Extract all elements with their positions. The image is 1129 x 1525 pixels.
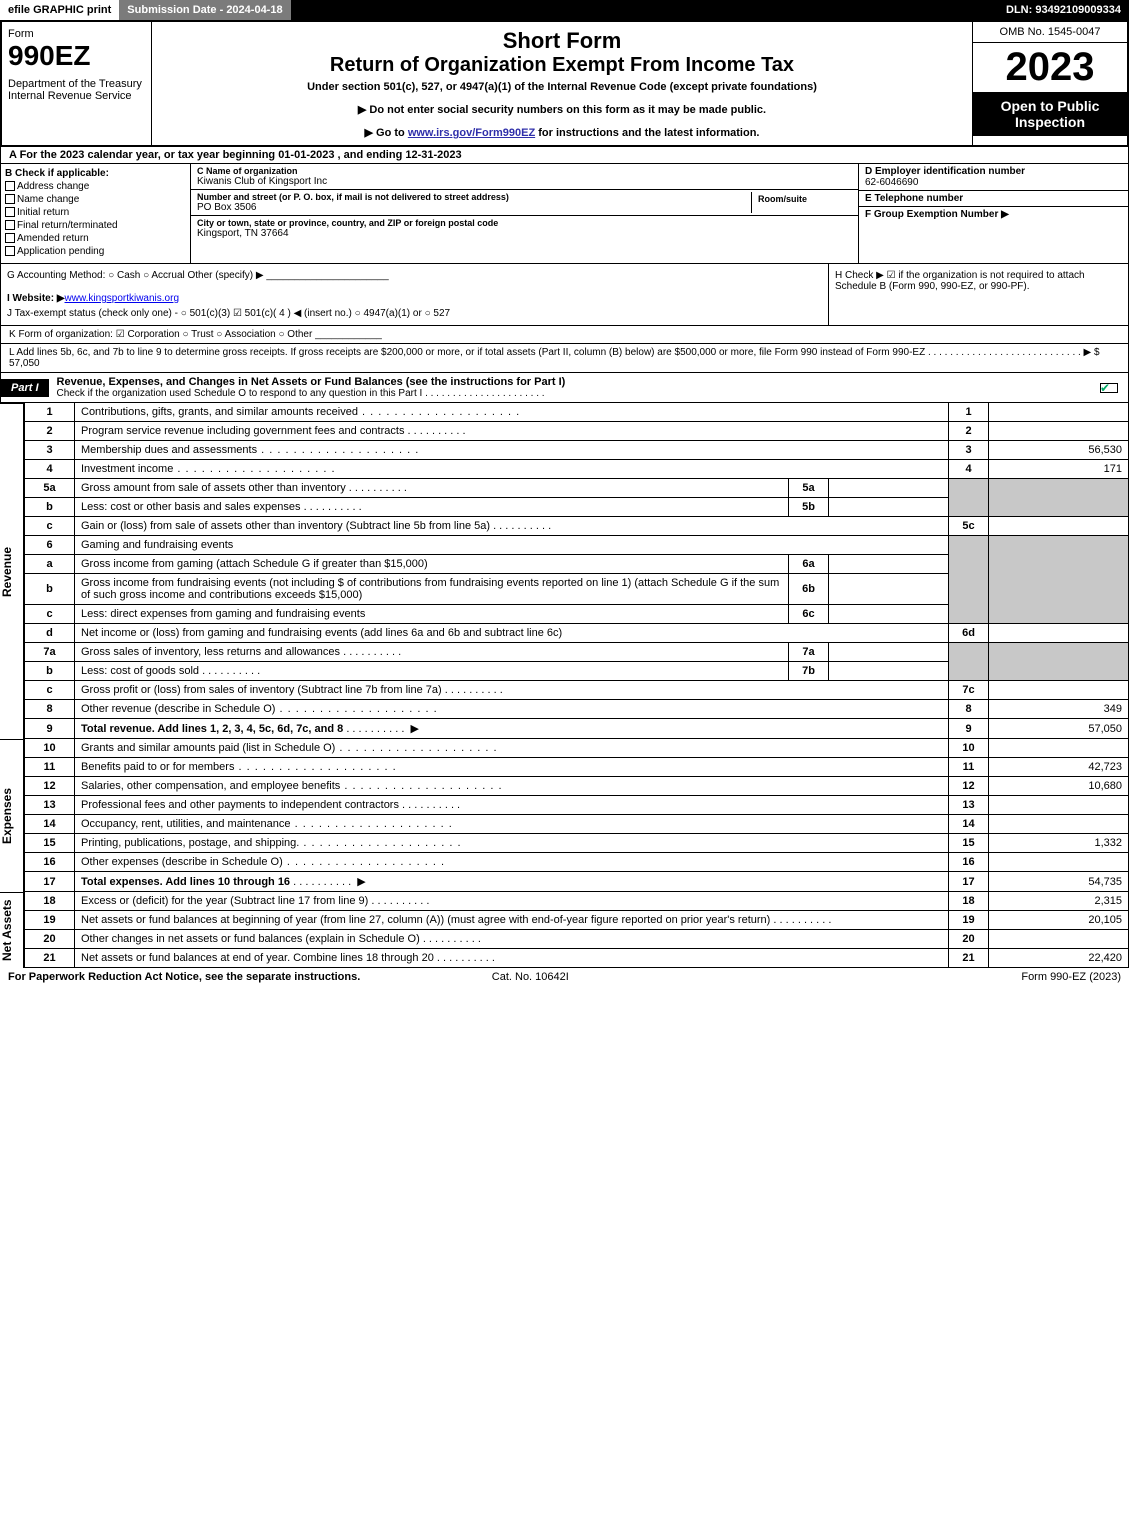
room-label: Room/suite bbox=[758, 194, 846, 204]
line-13: 13Professional fees and other payments t… bbox=[25, 796, 1129, 815]
website-link[interactable]: www.kingsportkiwanis.org bbox=[65, 293, 180, 304]
city-value: Kingsport, TN 37664 bbox=[197, 228, 852, 239]
line-14: 14Occupancy, rent, utilities, and mainte… bbox=[25, 815, 1129, 834]
line-18: 18Excess or (deficit) for the year (Subt… bbox=[25, 892, 1129, 911]
street-value: PO Box 3506 bbox=[197, 202, 751, 213]
line-21: 21Net assets or fund balances at end of … bbox=[25, 949, 1129, 968]
line-9: 9Total revenue. Add lines 1, 2, 3, 4, 5c… bbox=[25, 719, 1129, 739]
line-5a: 5aGross amount from sale of assets other… bbox=[25, 479, 1129, 498]
org-name: Kiwanis Club of Kingsport Inc bbox=[197, 176, 852, 187]
line-8: 8Other revenue (describe in Schedule O)8… bbox=[25, 700, 1129, 719]
chk-name-change[interactable]: Name change bbox=[5, 194, 186, 205]
dept-label: Department of the Treasury Internal Reve… bbox=[8, 78, 145, 102]
part-1-title: Revenue, Expenses, and Changes in Net As… bbox=[57, 376, 566, 388]
form-note-1: ▶ Do not enter social security numbers o… bbox=[158, 103, 966, 116]
netassets-label: Net Assets bbox=[0, 892, 24, 968]
row-g: G Accounting Method: ○ Cash ○ Accrual Ot… bbox=[7, 270, 822, 281]
form-title-1: Short Form bbox=[158, 28, 966, 54]
chk-application-pending[interactable]: Application pending bbox=[5, 246, 186, 257]
line-6d: dNet income or (loss) from gaming and fu… bbox=[25, 624, 1129, 643]
line-7c: cGross profit or (loss) from sales of in… bbox=[25, 681, 1129, 700]
line-17: 17Total expenses. Add lines 10 through 1… bbox=[25, 872, 1129, 892]
line-15: 15Printing, publications, postage, and s… bbox=[25, 834, 1129, 853]
ein-label: D Employer identification number bbox=[865, 166, 1122, 177]
line-12: 12Salaries, other compensation, and empl… bbox=[25, 777, 1129, 796]
chk-amended-return[interactable]: Amended return bbox=[5, 233, 186, 244]
revenue-table: 1Contributions, gifts, grants, and simil… bbox=[24, 403, 1129, 739]
row-j: J Tax-exempt status (check only one) - ○… bbox=[7, 308, 822, 319]
street-label: Number and street (or P. O. box, if mail… bbox=[197, 192, 751, 202]
dln: DLN: 93492109009334 bbox=[998, 0, 1129, 20]
box-def: D Employer identification number 62-6046… bbox=[858, 164, 1128, 263]
box-b-title: B Check if applicable: bbox=[5, 168, 186, 179]
row-l: L Add lines 5b, 6c, and 7b to line 9 to … bbox=[0, 344, 1129, 373]
form-number: 990EZ bbox=[8, 40, 145, 72]
line-7a: 7aGross sales of inventory, less returns… bbox=[25, 643, 1129, 662]
submission-date: Submission Date - 2024-04-18 bbox=[119, 0, 290, 20]
form-title-2: Return of Organization Exempt From Incom… bbox=[158, 54, 966, 77]
omb-number: OMB No. 1545-0047 bbox=[973, 22, 1127, 43]
form-subtitle: Under section 501(c), 527, or 4947(a)(1)… bbox=[158, 81, 966, 93]
expenses-label: Expenses bbox=[0, 739, 24, 892]
line-16: 16Other expenses (describe in Schedule O… bbox=[25, 853, 1129, 872]
irs-link[interactable]: www.irs.gov/Form990EZ bbox=[408, 127, 535, 139]
group-exemption-label: F Group Exemption Number ▶ bbox=[865, 209, 1122, 220]
line-5c: cGain or (loss) from sale of assets othe… bbox=[25, 517, 1129, 536]
revenue-label: Revenue bbox=[0, 403, 24, 739]
chk-final-return[interactable]: Final return/terminated bbox=[5, 220, 186, 231]
efile-label[interactable]: efile GRAPHIC print bbox=[0, 0, 119, 20]
line-2: 2Program service revenue including gover… bbox=[25, 422, 1129, 441]
tax-year: 2023 bbox=[973, 43, 1127, 92]
line-3: 3Membership dues and assessments356,530 bbox=[25, 441, 1129, 460]
row-a: A For the 2023 calendar year, or tax yea… bbox=[0, 147, 1129, 164]
ein-value: 62-6046690 bbox=[865, 177, 1122, 188]
page-footer: For Paperwork Reduction Act Notice, see … bbox=[0, 968, 1129, 986]
form-word: Form bbox=[8, 28, 145, 40]
row-h: H Check ▶ ☑ if the organization is not r… bbox=[828, 264, 1128, 325]
org-name-label: C Name of organization bbox=[197, 166, 852, 176]
footer-right: Form 990-EZ (2023) bbox=[1021, 971, 1121, 983]
netassets-table: 18Excess or (deficit) for the year (Subt… bbox=[24, 892, 1129, 968]
line-20: 20Other changes in net assets or fund ba… bbox=[25, 930, 1129, 949]
line-6: 6Gaming and fundraising events bbox=[25, 536, 1129, 555]
expenses-table: 10Grants and similar amounts paid (list … bbox=[24, 739, 1129, 892]
part-1-sub: Check if the organization used Schedule … bbox=[57, 388, 1084, 399]
city-label: City or town, state or province, country… bbox=[197, 218, 852, 228]
line-1: 1Contributions, gifts, grants, and simil… bbox=[25, 403, 1129, 422]
section-gh: G Accounting Method: ○ Cash ○ Accrual Ot… bbox=[0, 264, 1129, 326]
phone-label: E Telephone number bbox=[865, 193, 1122, 204]
form-header: Form 990EZ Department of the Treasury In… bbox=[0, 22, 1129, 147]
form-note-2: ▶ Go to www.irs.gov/Form990EZ for instru… bbox=[158, 126, 966, 139]
line-11: 11Benefits paid to or for members1142,72… bbox=[25, 758, 1129, 777]
footer-left: For Paperwork Reduction Act Notice, see … bbox=[8, 971, 360, 983]
row-k: K Form of organization: ☑ Corporation ○ … bbox=[0, 326, 1129, 344]
box-c: C Name of organization Kiwanis Club of K… bbox=[191, 164, 858, 263]
section-bcd: B Check if applicable: Address change Na… bbox=[0, 164, 1129, 264]
open-public: Open to Public Inspection bbox=[973, 92, 1127, 136]
footer-mid: Cat. No. 10642I bbox=[360, 971, 700, 983]
row-i: I Website: ▶www.kingsportkiwanis.org bbox=[7, 293, 822, 304]
box-b: B Check if applicable: Address change Na… bbox=[1, 164, 191, 263]
part-1-label: Part I bbox=[1, 379, 49, 397]
part-1-header: Part I Revenue, Expenses, and Changes in… bbox=[0, 373, 1129, 403]
line-10: 10Grants and similar amounts paid (list … bbox=[25, 739, 1129, 758]
line-4: 4Investment income4171 bbox=[25, 460, 1129, 479]
chk-address-change[interactable]: Address change bbox=[5, 181, 186, 192]
top-bar: efile GRAPHIC print Submission Date - 20… bbox=[0, 0, 1129, 22]
part-1-checkbox[interactable] bbox=[1100, 383, 1118, 393]
chk-initial-return[interactable]: Initial return bbox=[5, 207, 186, 218]
line-19: 19Net assets or fund balances at beginni… bbox=[25, 911, 1129, 930]
